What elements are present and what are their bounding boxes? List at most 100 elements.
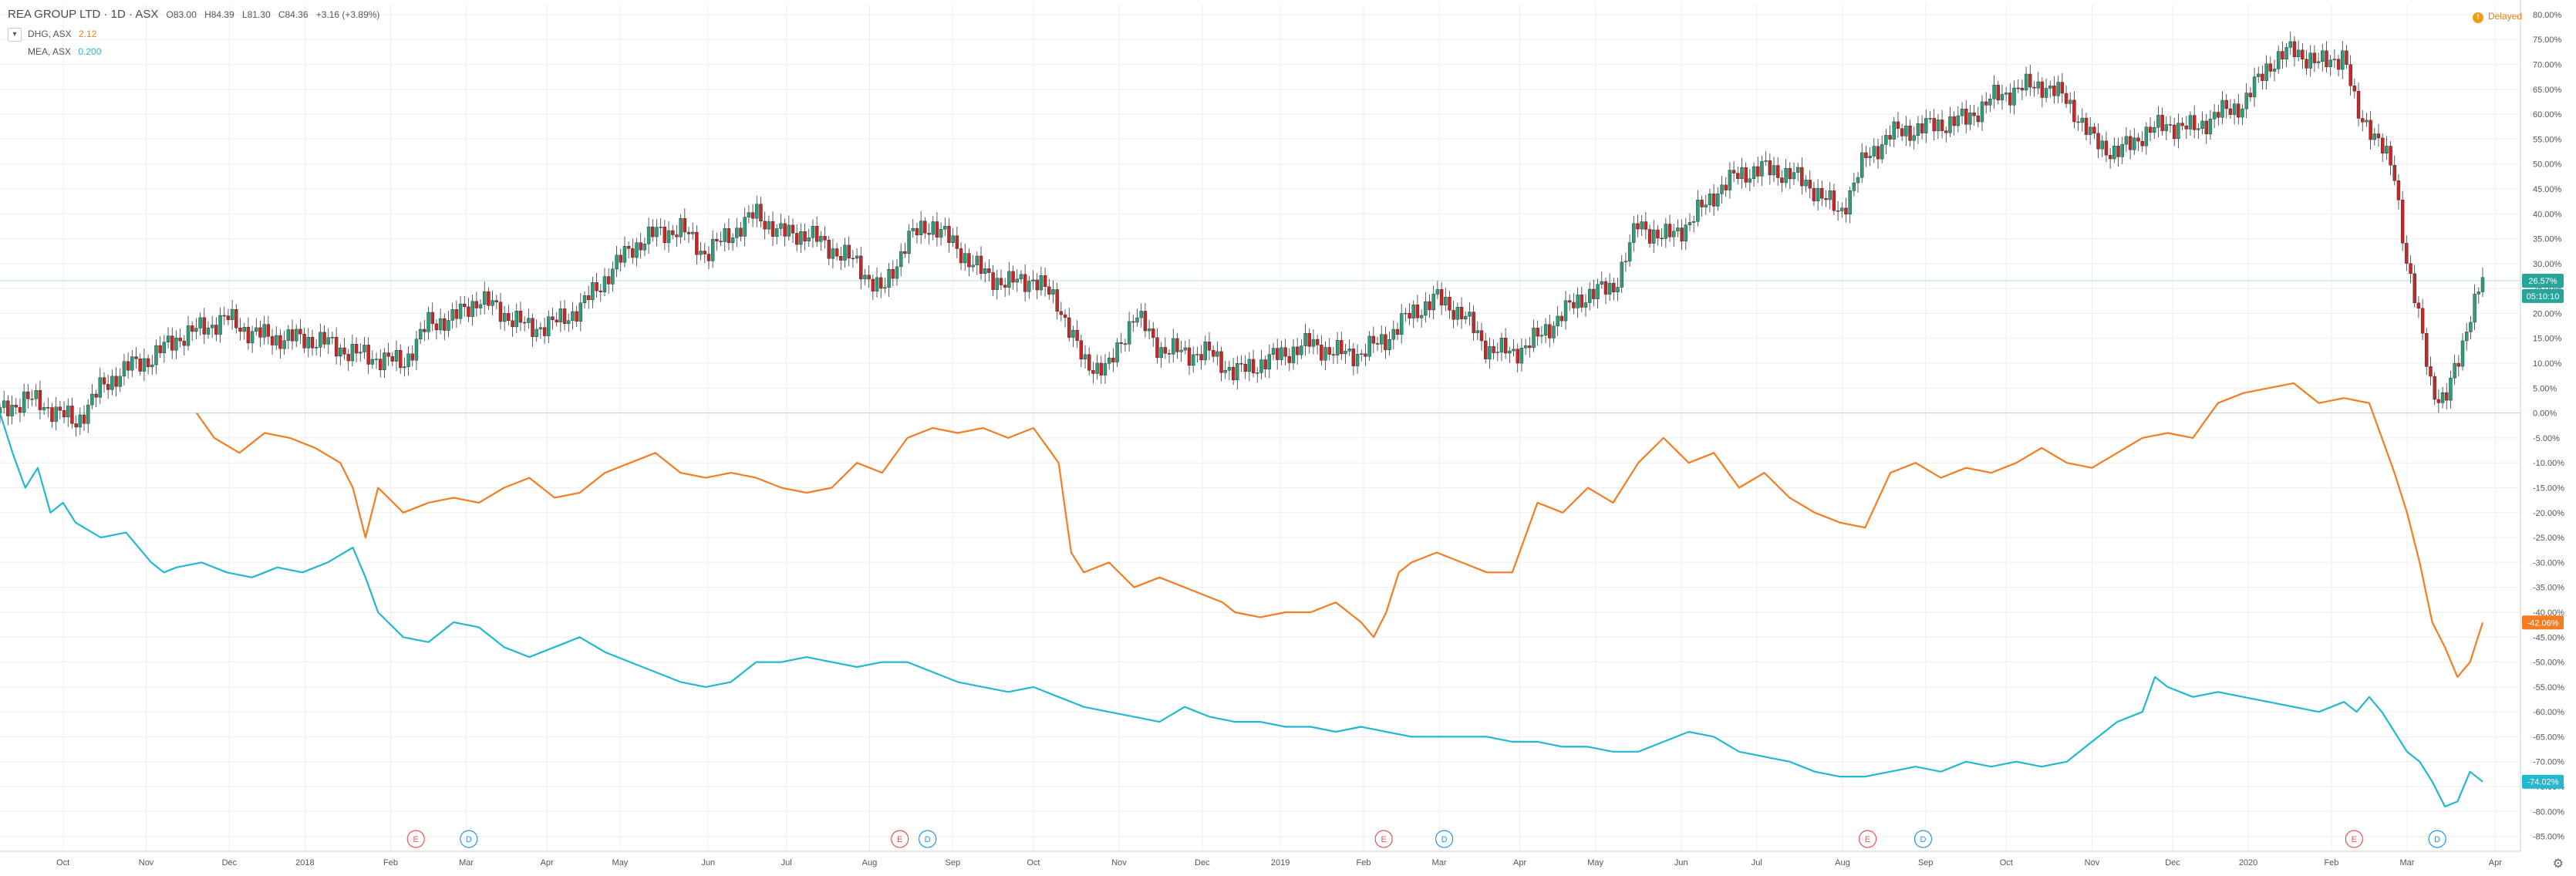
candle-body	[999, 278, 1003, 285]
candle-body	[222, 315, 226, 317]
candle-body	[266, 324, 271, 337]
candle-body	[779, 223, 783, 229]
candle-body	[2144, 126, 2149, 147]
candle-body	[478, 304, 483, 308]
x-tick-label: Dec	[1195, 858, 1210, 868]
candle-body	[935, 221, 939, 238]
candle-body	[1792, 172, 1796, 180]
candle-body	[1627, 242, 1632, 262]
candle-body	[879, 277, 883, 289]
candle-body	[1360, 353, 1364, 355]
candle-body	[963, 253, 967, 264]
candle-body	[1944, 130, 1948, 133]
candle-body	[146, 358, 150, 368]
x-tick-label: Oct	[56, 858, 69, 868]
candle-body	[991, 272, 995, 290]
candle-body	[134, 356, 138, 359]
candle-body	[2369, 120, 2372, 140]
candle-body	[286, 329, 291, 341]
candle-body	[2248, 93, 2253, 97]
y-tick-label: 70.00%	[2533, 61, 2562, 70]
y-tick-label: 75.00%	[2533, 35, 2562, 45]
candle-body	[2352, 86, 2357, 92]
series-layer	[0, 32, 2485, 807]
candle-body	[1099, 362, 1103, 376]
candle-body	[2460, 340, 2465, 367]
candle-body	[558, 308, 563, 323]
gear-icon[interactable]: ⚙	[2552, 857, 2564, 871]
candle-body	[767, 221, 771, 230]
chevron-down-icon[interactable]: ▾	[8, 28, 22, 42]
candle-body	[1664, 224, 1668, 239]
candle-body	[1808, 180, 1812, 189]
candle-body	[423, 328, 427, 332]
candle-body	[2124, 136, 2129, 145]
x-axis[interactable]: Oct Nov Dec 2018 Feb Mar Apr May Jun Jul Aug Sep Oct…	[0, 851, 2520, 868]
candle-body	[255, 327, 258, 332]
candle-body	[2365, 120, 2369, 123]
candle-body	[1936, 120, 1940, 132]
symbol-title[interactable]: REA GROUP LTD · 1D · ASX	[8, 8, 159, 21]
candle-body	[2361, 118, 2365, 123]
candle-body	[1776, 165, 1780, 178]
delayed-indicator[interactable]: ! Delayed	[2472, 11, 2522, 23]
candle-body	[775, 228, 779, 237]
candle-body	[1920, 123, 1924, 133]
candle-body	[1143, 311, 1148, 332]
legend-value: 2.12	[79, 29, 97, 39]
candle-body	[1592, 288, 1596, 299]
candle-body	[534, 328, 538, 337]
candle-body	[903, 251, 907, 254]
event-marker-label: D	[1920, 835, 1927, 844]
candle-body	[463, 303, 467, 308]
series-dhg-line	[196, 382, 2484, 678]
candle-body	[863, 275, 867, 280]
candle-body	[278, 335, 282, 349]
y-tick-label: -65.00%	[2533, 733, 2564, 742]
candle-body	[555, 319, 558, 323]
candle-body	[839, 256, 843, 261]
candle-body	[1667, 224, 1672, 238]
candle-body	[2409, 263, 2412, 275]
candle-body	[62, 410, 66, 418]
candle-body	[1760, 161, 1764, 177]
candle-body	[2224, 99, 2228, 110]
candle-body	[1087, 354, 1091, 371]
candle-body	[951, 235, 955, 243]
series-mea-line	[0, 413, 2483, 807]
candle-body	[1856, 177, 1860, 184]
exclamation-icon: !	[2472, 12, 2483, 23]
candle-body	[1395, 328, 1400, 335]
candle-body	[1988, 99, 1992, 106]
candle-body	[735, 227, 739, 238]
candle-body	[1344, 351, 1347, 355]
candle-body	[1788, 168, 1792, 180]
candle-body	[2153, 127, 2156, 133]
candle-body	[1340, 340, 1344, 355]
legend-item-mea[interactable]: MEA, ASX 0.200	[28, 46, 101, 57]
candle-body	[70, 406, 74, 424]
candle-body	[2, 400, 6, 408]
candle-body	[1824, 198, 1828, 200]
candle-body	[1039, 275, 1044, 291]
candle-body	[611, 268, 615, 285]
candle-body	[1804, 180, 1808, 187]
candle-body	[2024, 73, 2028, 91]
candle-body	[727, 227, 731, 244]
candle-body	[202, 317, 206, 335]
legend-item-dhg[interactable]: DHG, ASX 2.12	[28, 29, 96, 39]
grid-lines	[0, 5, 2520, 851]
candle-body	[803, 231, 807, 241]
delayed-label: Delayed	[2487, 11, 2522, 22]
candle-body	[118, 376, 122, 387]
candle-body	[2208, 119, 2213, 135]
candle-body	[2425, 333, 2429, 367]
event-marker-label: D	[1441, 835, 1448, 844]
candle-body	[1159, 347, 1163, 359]
x-tick-label: Feb	[2324, 858, 2338, 868]
candle-body	[1239, 363, 1243, 365]
candle-body	[1139, 311, 1143, 318]
candle-body	[1111, 357, 1115, 362]
candle-body	[1408, 312, 1411, 318]
